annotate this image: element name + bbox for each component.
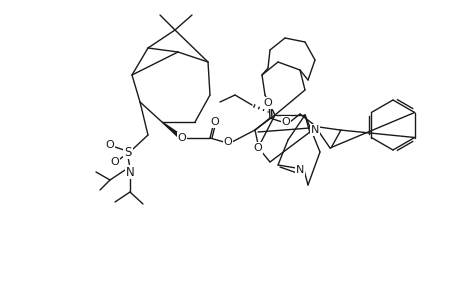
Text: O: O	[253, 143, 262, 153]
Text: N: N	[310, 125, 319, 135]
Text: S: S	[124, 146, 131, 158]
Text: O: O	[177, 133, 186, 143]
Text: O: O	[281, 117, 290, 127]
Text: O: O	[106, 140, 114, 150]
Text: O: O	[210, 117, 219, 127]
Text: O: O	[110, 157, 119, 167]
Text: N: N	[125, 166, 134, 178]
Polygon shape	[162, 122, 183, 140]
Text: N: N	[295, 165, 303, 175]
Text: O: O	[263, 98, 272, 108]
Text: O: O	[223, 137, 232, 147]
